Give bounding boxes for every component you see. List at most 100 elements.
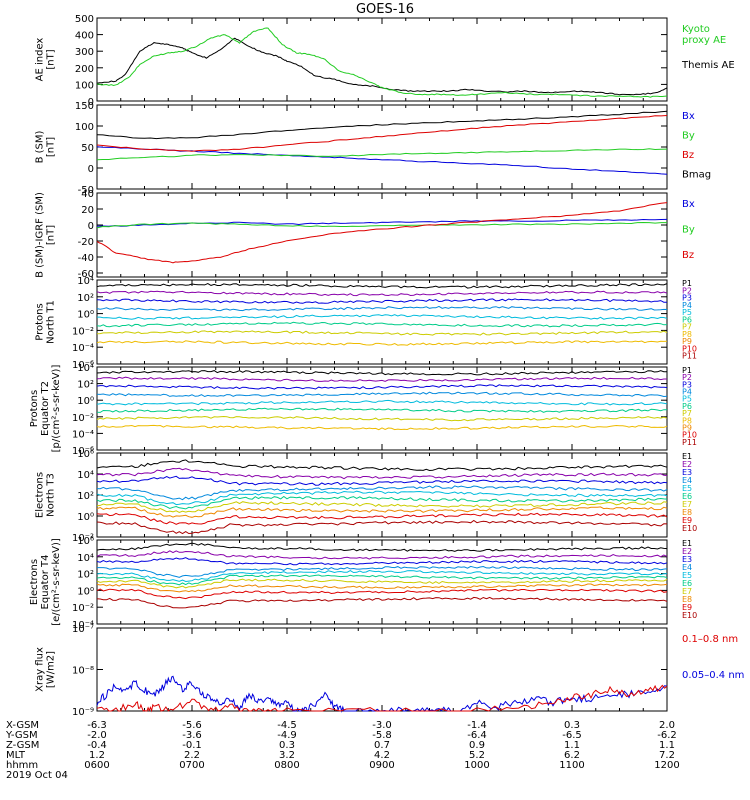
axis-row-label: MLT bbox=[6, 750, 26, 761]
axis-tick-value: 1200 bbox=[654, 760, 679, 771]
y-axis-label: [e/(cm²-s-sr-keV)] bbox=[51, 538, 62, 626]
y-tick-label: 200 bbox=[75, 64, 94, 75]
series-e1 bbox=[96, 542, 668, 552]
axis-tick-value: -6.4 bbox=[467, 730, 487, 741]
legend-entry: E6 bbox=[682, 579, 692, 588]
series-e2 bbox=[96, 550, 668, 560]
y-axis-label: North T3 bbox=[46, 473, 57, 517]
series-e1 bbox=[96, 459, 668, 472]
legend-entry: P5 bbox=[682, 395, 692, 404]
panel-frame bbox=[96, 192, 668, 278]
y-tick-label: 400 bbox=[75, 31, 94, 42]
legend-entry: P3 bbox=[682, 294, 692, 303]
y-tick-label: 10⁰ bbox=[77, 396, 94, 407]
y-tick-label: 10⁻⁶ bbox=[72, 446, 94, 457]
legend-entry: P11 bbox=[682, 438, 697, 447]
y-tick-label: 10⁴ bbox=[77, 363, 94, 374]
legend-entry: E2 bbox=[682, 547, 692, 556]
y-tick-label: 10⁴ bbox=[77, 470, 94, 481]
axis-tick-value: 1.1 bbox=[564, 740, 580, 751]
y-axis-label: Electrons bbox=[35, 472, 46, 518]
series-by bbox=[96, 221, 667, 229]
y-axis-label: North T1 bbox=[46, 300, 57, 344]
axis-tick-value: -5.8 bbox=[372, 730, 392, 741]
axis-tick-value: 7.2 bbox=[659, 750, 675, 761]
y-axis-label: AE index bbox=[35, 38, 46, 82]
y-tick-label: 10⁻² bbox=[72, 603, 94, 614]
y-tick-label: 10² bbox=[77, 570, 94, 581]
legend-entry: E2 bbox=[682, 460, 692, 469]
series-e10 bbox=[96, 596, 668, 609]
series-0-1-0-8-nm bbox=[96, 684, 668, 713]
y-axis-label: B (SM)-IGRF (SM) bbox=[35, 192, 46, 278]
axis-tick-value: 0.9 bbox=[469, 740, 485, 751]
axis-tick-value: 1000 bbox=[464, 760, 489, 771]
series-e5 bbox=[96, 569, 668, 583]
legend-entry: E7 bbox=[682, 587, 692, 596]
axis-tick-value: -3.0 bbox=[372, 720, 392, 731]
legend-entry: E8 bbox=[682, 508, 692, 517]
series-e6 bbox=[96, 495, 668, 510]
axis-tick-value: 1100 bbox=[559, 760, 584, 771]
axis-row-label: Y-GSM bbox=[5, 730, 38, 741]
axis-tick-value: 0.3 bbox=[564, 720, 580, 731]
y-tick-label: 10⁰ bbox=[77, 512, 94, 523]
legend-entry: P8 bbox=[682, 416, 692, 425]
panel-bigrf: -60 -40 -20 0 20 40 B (SM)-IGRF (SM) [nT] Bx By Bz bbox=[35, 189, 695, 280]
series-p5 bbox=[97, 314, 668, 320]
legend-entry: E3 bbox=[682, 555, 692, 564]
legend-entry: P9 bbox=[682, 337, 692, 346]
series-e7 bbox=[96, 501, 668, 514]
series-p1 bbox=[96, 370, 668, 376]
y-tick-label: -60 bbox=[78, 269, 94, 280]
legend-entry: P10 bbox=[682, 431, 697, 440]
legend-entry: P2 bbox=[682, 373, 692, 382]
legend-entry: proxy AE bbox=[682, 35, 726, 46]
legend-entry: Bx bbox=[682, 199, 695, 210]
axis-tick-value: -1.4 bbox=[467, 720, 487, 731]
y-axis-label: Xray flux bbox=[35, 647, 46, 692]
axis-row-label: Z-GSM bbox=[6, 740, 39, 751]
series-e7 bbox=[96, 578, 668, 589]
panel-bsm: -50 0 50 100 150 B (SM) [nT] Bx By Bz Bmag bbox=[35, 101, 712, 196]
panel-frame bbox=[96, 104, 668, 190]
legend-entry: Themis AE bbox=[681, 60, 735, 71]
series-p1 bbox=[96, 283, 668, 289]
y-tick-label: 10⁶ bbox=[77, 536, 94, 547]
panel-xray: 10⁻⁹ 10⁻⁸ 10⁻⁷ Xray flux [W/m2] 0.1–0.8 nm 0.0… bbox=[35, 624, 745, 718]
y-axis-label: B (SM) bbox=[35, 130, 46, 163]
legend-entry: P11 bbox=[682, 352, 697, 361]
axis-tick-value: 3.2 bbox=[279, 750, 295, 761]
y-axis-label: [p/(cm²-s-sr-keV)] bbox=[51, 365, 62, 453]
legend-entry: 0.05–0.4 nm bbox=[682, 670, 744, 681]
y-axis-label: Equator T2 bbox=[40, 381, 51, 436]
axis-tick-value: 2.0 bbox=[659, 720, 675, 731]
legend-entry: E6 bbox=[682, 492, 692, 501]
legend-entry: Bz bbox=[682, 150, 694, 161]
legend-entry: P7 bbox=[682, 409, 692, 418]
y-tick-label: 10² bbox=[77, 293, 94, 304]
y-tick-label: 40 bbox=[81, 189, 94, 200]
series-e9 bbox=[96, 512, 668, 525]
y-tick-label: 100 bbox=[75, 80, 94, 91]
legend-entry: Kyoto bbox=[682, 24, 710, 35]
axis-tick-value: 1.2 bbox=[89, 750, 105, 761]
y-axis-label: Electrons bbox=[29, 559, 40, 605]
panel-p_north: 10⁻⁶ 10⁻⁴ 10⁻² 10⁰ 10² 10⁴ Protons North T1 P1P2… bbox=[35, 276, 698, 371]
legend-entry: P4 bbox=[682, 388, 692, 397]
y-tick-label: 150 bbox=[75, 101, 94, 112]
y-tick-label: 10⁰ bbox=[77, 310, 94, 321]
series-p7 bbox=[96, 330, 668, 336]
series-e5 bbox=[96, 490, 668, 506]
y-tick-label: 10² bbox=[77, 491, 94, 502]
legend-entry: E5 bbox=[682, 571, 692, 580]
axis-row-label: hhmm bbox=[6, 760, 38, 771]
panel-e_equator: 10⁻⁴ 10⁻² 10⁰ 10² 10⁴ 10⁶ Electrons Equator T4[… bbox=[29, 536, 697, 631]
series-e2 bbox=[96, 467, 668, 480]
axis-tick-value: -3.6 bbox=[182, 730, 202, 741]
series-p2 bbox=[96, 376, 667, 382]
y-tick-label: 0 bbox=[88, 221, 94, 232]
